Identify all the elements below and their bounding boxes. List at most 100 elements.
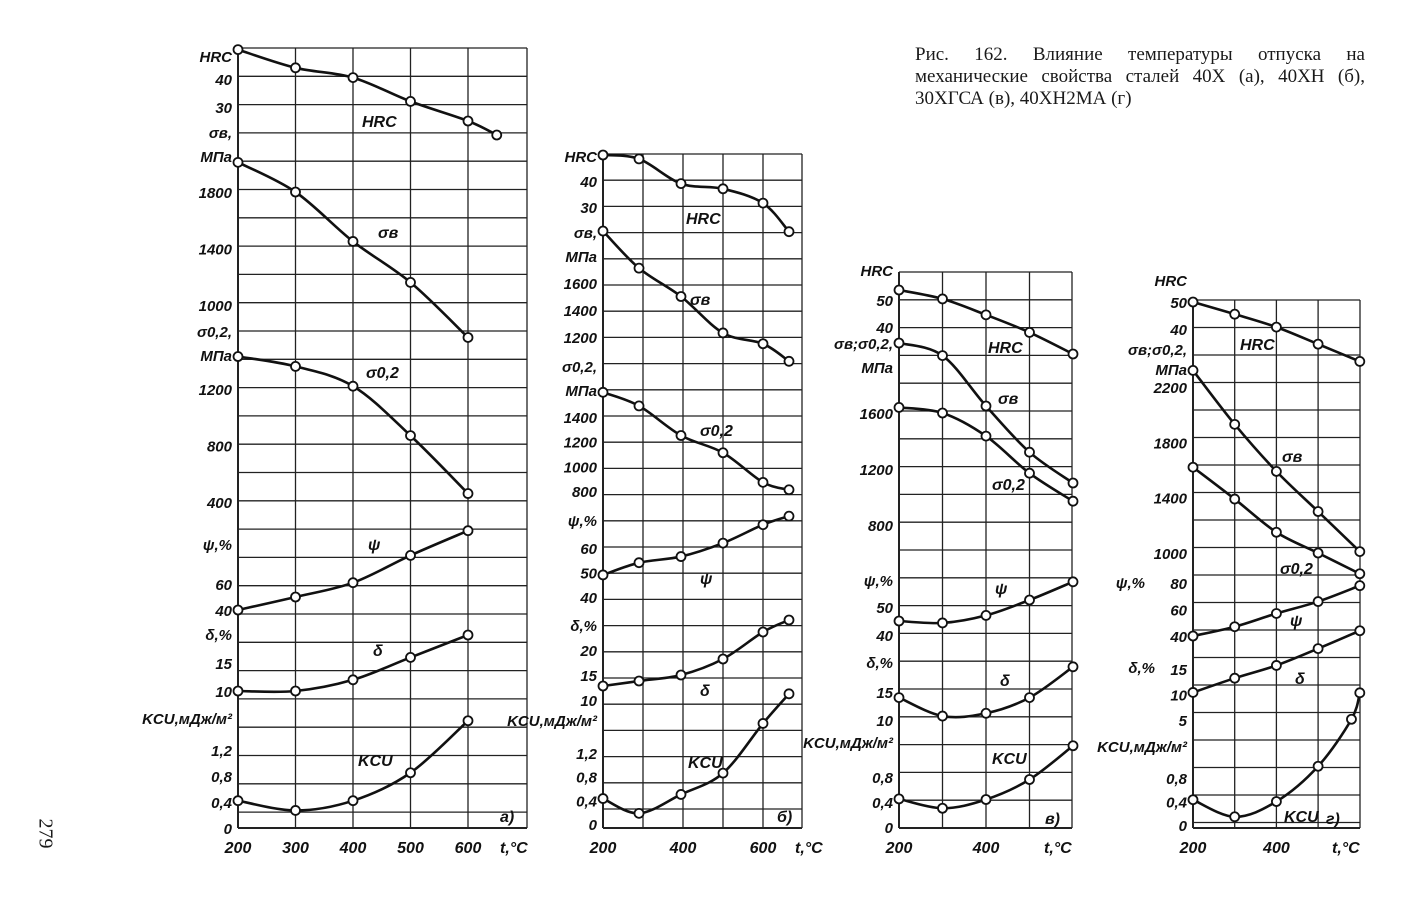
axis-label: HRC bbox=[200, 49, 234, 66]
data-point bbox=[405, 276, 416, 288]
data-point bbox=[347, 380, 359, 392]
data-point bbox=[597, 793, 609, 804]
axis-label: σв;σ0,2, bbox=[1128, 342, 1187, 359]
figure-caption: Рис. 162. Влияние температуры отпуска на… bbox=[915, 44, 1365, 109]
x-tick-label: 200 bbox=[224, 840, 252, 857]
axis-2: σ0,2, МПа 1200 800 400 σ0,2 bbox=[197, 324, 474, 512]
data-point bbox=[347, 72, 359, 83]
y-tick-label: 10 bbox=[1170, 688, 1187, 705]
data-point bbox=[1229, 621, 1241, 633]
y-tick-label: 800 bbox=[207, 439, 233, 456]
data-point bbox=[1271, 796, 1282, 807]
data-point bbox=[893, 337, 905, 349]
y-tick-label: 80 bbox=[1170, 576, 1187, 593]
y-tick-label: 40 bbox=[579, 174, 597, 191]
data-point bbox=[290, 591, 301, 603]
data-point bbox=[757, 338, 769, 350]
curve-label: KCU bbox=[358, 753, 393, 770]
x-tick-label: 400 bbox=[669, 840, 697, 857]
curve-label: δ bbox=[1000, 673, 1010, 690]
data-point bbox=[1024, 774, 1035, 785]
axis-label: δ,% bbox=[205, 627, 232, 644]
y-tick-label: 0 bbox=[589, 817, 598, 834]
axis-label: σв, bbox=[574, 225, 597, 242]
axis-0: HRC 50 40 HRC bbox=[861, 263, 1079, 360]
data-point bbox=[633, 807, 645, 819]
curve-label: δ bbox=[700, 683, 710, 700]
y-tick-label: 0,4 bbox=[211, 795, 233, 812]
axis-label: KCU,мДж/м² bbox=[803, 735, 894, 752]
data-point bbox=[980, 707, 992, 719]
y-tick-label: 1800 bbox=[1154, 435, 1188, 452]
data-point bbox=[347, 795, 359, 807]
data-point bbox=[491, 129, 503, 141]
axis-label: KCU,мДж/м² bbox=[1097, 739, 1188, 756]
data-point bbox=[462, 115, 474, 127]
data-point bbox=[783, 484, 795, 496]
y-tick-label: 60 bbox=[215, 577, 232, 594]
x-tick-label: 400 bbox=[339, 840, 367, 857]
y-tick-label: 60 bbox=[580, 541, 597, 558]
x-axis-label: t,°C bbox=[1332, 840, 1360, 857]
y-tick-label: 1600 bbox=[564, 276, 598, 293]
data-point bbox=[1187, 630, 1199, 642]
y-tick-label: 1400 bbox=[564, 303, 598, 320]
y-tick-label: 1400 bbox=[564, 410, 598, 427]
data-point bbox=[232, 685, 244, 697]
data-point bbox=[1354, 625, 1366, 637]
y-tick-label: 20 bbox=[579, 643, 597, 660]
data-point bbox=[757, 626, 769, 638]
data-point bbox=[290, 685, 301, 697]
data-point bbox=[232, 351, 244, 362]
data-point bbox=[1067, 348, 1079, 360]
curve-label: KCU bbox=[992, 751, 1027, 768]
data-point bbox=[783, 355, 795, 367]
data-point bbox=[1229, 811, 1241, 823]
axis-label: МПа bbox=[565, 249, 597, 266]
axis-1: σв, МПа 1800 1400 1000 σв bbox=[199, 125, 474, 343]
data-point bbox=[462, 629, 474, 641]
y-tick-label: 800 bbox=[868, 518, 894, 535]
data-point bbox=[717, 537, 729, 549]
data-point bbox=[893, 401, 905, 413]
y-tick-label: 1000 bbox=[564, 459, 598, 476]
y-tick-label: 0,4 bbox=[1166, 795, 1188, 812]
data-point bbox=[347, 577, 359, 589]
data-point bbox=[1312, 547, 1324, 559]
data-point bbox=[462, 715, 474, 727]
y-tick-label: 40 bbox=[214, 72, 232, 89]
y-tick-label: 1000 bbox=[1154, 546, 1188, 563]
data-point bbox=[757, 718, 769, 729]
data-point bbox=[1067, 477, 1079, 489]
data-point bbox=[290, 186, 301, 198]
y-tick-label: 60 bbox=[1170, 603, 1187, 620]
x-tick-label: 600 bbox=[455, 840, 482, 857]
curve-label: σв bbox=[378, 225, 399, 242]
axis-2: ψ,% 80 60 40 ψ bbox=[1116, 575, 1366, 646]
y-tick-label: 1200 bbox=[199, 382, 233, 399]
data-point bbox=[1354, 546, 1366, 558]
axis-label: ψ,% bbox=[1116, 575, 1145, 592]
y-tick-label: 40 bbox=[875, 628, 893, 645]
chart-panel-2: 200 400 600 t,°Cб)HRC4030HRCσв,МПа160014001… bbox=[507, 149, 823, 857]
axis-4: KCU,мДж/м² 0,8 0,4 0 KCU bbox=[803, 735, 1079, 837]
panel-letter: в) bbox=[1045, 811, 1060, 828]
x-tick-label: 200 bbox=[1179, 840, 1207, 857]
data-point bbox=[980, 309, 992, 321]
data-point bbox=[462, 525, 474, 537]
data-point bbox=[633, 557, 645, 569]
data-point bbox=[1024, 594, 1035, 606]
data-point bbox=[783, 510, 795, 522]
data-point bbox=[232, 795, 244, 807]
y-tick-label: 2200 bbox=[1153, 380, 1188, 397]
data-point bbox=[633, 400, 645, 412]
axis-2: ψ,% 50 40 ψ bbox=[864, 573, 1079, 645]
y-tick-label: 1800 bbox=[199, 185, 233, 202]
axis-label: МПа bbox=[200, 348, 232, 365]
y-tick-label: 800 bbox=[572, 484, 598, 501]
data-point bbox=[937, 710, 948, 722]
x-tick-label: 600 bbox=[750, 840, 777, 857]
curve-label: σв bbox=[690, 292, 711, 309]
axis-0: HRC 40 30 HRC bbox=[200, 44, 503, 141]
